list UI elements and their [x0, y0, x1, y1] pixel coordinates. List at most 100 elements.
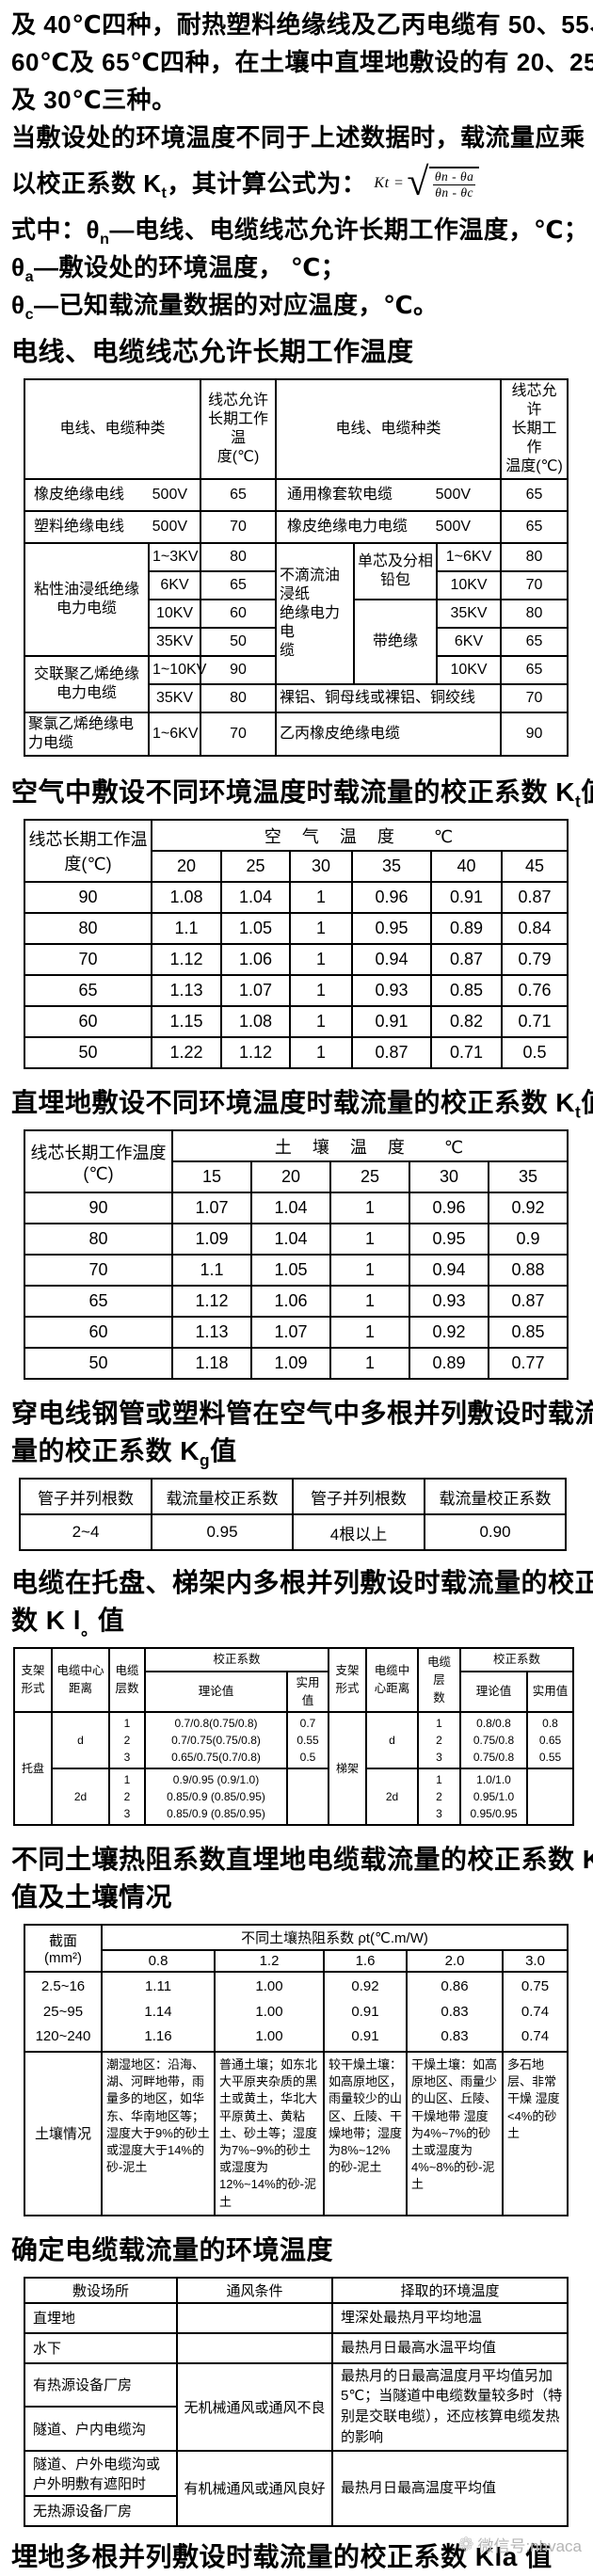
- cell: 60: [200, 599, 278, 629]
- col-header: 电缆层 数: [417, 1646, 462, 1714]
- cell: 1.09: [171, 1223, 252, 1256]
- cell: 埋深处最热月平均地温: [331, 2301, 569, 2334]
- table-row: 有热源设备厂房 无机械通风或通风不良 最热月的日最高温度月平均值另加5℃；当隧道…: [24, 2361, 569, 2452]
- cell: [285, 1768, 330, 1827]
- cell: 80: [24, 1223, 173, 1256]
- cell: 1.12: [151, 943, 222, 976]
- cell: 1.06: [220, 943, 291, 976]
- cell: 1.18: [171, 1347, 252, 1380]
- air-temp-correction-table: 线芯长期工作温 度(℃) 空 气 温 度 ℃ 20 25 30 35 40 45…: [24, 819, 569, 1069]
- cell: 35KV: [147, 627, 202, 657]
- table-row: 65 1.12 1.06 1 0.93 0.87: [24, 1285, 569, 1318]
- cell: 有机械通风或通风良好: [176, 2449, 333, 2527]
- cell: 0.96: [351, 881, 432, 914]
- cell: 1: [329, 1347, 410, 1380]
- group-header: 校正系数: [459, 1647, 575, 1672]
- table-header-row: 管子并列根数 载流量校正系数 管子并列根数 载流量校正系数: [19, 1478, 567, 1515]
- cell: 0.87: [500, 881, 569, 914]
- cell: 1: [289, 943, 353, 976]
- cell: 6KV: [436, 627, 503, 657]
- intro-line: 及 30℃三种。: [11, 86, 177, 114]
- cell: 65: [24, 974, 152, 1007]
- cell: 70: [200, 712, 278, 757]
- col-header: 30: [409, 1160, 489, 1193]
- cell: 0.91: [430, 881, 503, 914]
- table-row: 橡皮绝缘电线 500V 65 通用橡套软电缆 500V 65: [23, 478, 569, 512]
- table-row: 80 1.09 1.04 1 0.95 0.9: [24, 1223, 569, 1256]
- table-header-row: 理论值 实用值 理论值 实用值: [14, 1670, 575, 1714]
- cell: 1.22: [151, 1036, 222, 1069]
- cell: 0.95: [409, 1223, 489, 1256]
- cell: 50: [24, 1347, 173, 1380]
- cell: [526, 1768, 575, 1827]
- cell: 1.12: [220, 1036, 291, 1069]
- col-header: 实用值: [526, 1670, 575, 1714]
- cell: 80: [24, 912, 152, 945]
- table-row: 35KV 80 裸铝、铜母线或裸铝、铜绞线 70: [24, 683, 569, 713]
- cell: 潮湿地区：沿海、湖、河畔地带，雨量多的地区，如华东、华南地区等；湿度大于9%的砂…: [101, 2051, 216, 2216]
- cell: 90: [24, 881, 152, 914]
- cell: 1.13: [151, 974, 222, 1007]
- cell: 0.7/0.8(0.75/0.8) 0.7/0.75(0.75/0.8) 0.6…: [144, 1711, 288, 1770]
- section-title-conduit-correction-line2: 量的校正系数 Kg值: [11, 1436, 237, 1470]
- cell: 0.5: [500, 1036, 569, 1069]
- col-header: 载流量校正系数: [151, 1478, 294, 1515]
- cell: 80: [200, 683, 278, 713]
- section-title-thermal-resistivity-line1: 不同土壤热阻系数直埋地电缆载流量的校正系数 Ktr: [11, 1845, 593, 1875]
- cell: 1.1: [151, 912, 222, 945]
- soil-temp-correction-table: 线芯长期工作温度 (℃) 土 壤 温 度 ℃ 15 20 25 30 35 90…: [24, 1129, 569, 1380]
- cell: 35KV: [436, 599, 503, 629]
- cell: 梯架: [328, 1711, 368, 1827]
- section-title-tray-correction-line2: 数 K l。值: [11, 1606, 125, 1640]
- cell: 1: [289, 912, 353, 945]
- table-header-row: 支架 形式 电缆中心 距离 电缆 层数 校正系数 支架 形式 电缆中 心距离 电…: [13, 1646, 575, 1714]
- table-header-row: 电线、电缆种类 线芯允许 长期工作温 度(℃) 电线、电缆种类 线芯允许 长期工…: [23, 378, 569, 480]
- cell: 65: [500, 655, 569, 685]
- cell: 隧道、户内电缆沟: [24, 2406, 178, 2452]
- cell: 1 2 3: [108, 1711, 146, 1770]
- cell: 0.75 0.74 0.74: [501, 1971, 569, 2053]
- intro-line: 当敷设处的环境温度不同于上述数据时，载流量应乘: [11, 123, 585, 152]
- cell: 0.82: [430, 1005, 503, 1038]
- cell: 1.08: [220, 1005, 291, 1038]
- cell: 聚氯乙烯绝缘电力电缆: [24, 712, 150, 757]
- cell: 托盘: [13, 1711, 53, 1827]
- cell: [176, 2301, 333, 2334]
- cell: 1: [289, 1005, 353, 1038]
- group-header: 不同土壤热阻系数 ρt(℃.m/W): [100, 1924, 569, 1952]
- cell: 最热月日最高水温平均值: [331, 2331, 569, 2364]
- table-row: 土壤情况 潮湿地区：沿海、湖、河畔地带，雨量多的地区，如华东、华南地区等；湿度大…: [24, 2051, 569, 2216]
- group-header: 土 壤 温 度 ℃: [170, 1129, 569, 1162]
- cell: 乙丙橡皮绝缘电缆: [275, 712, 503, 757]
- col-header: 载流量校正系数: [424, 1478, 567, 1515]
- cell: 10KV: [436, 655, 503, 685]
- table-header-row: 线芯长期工作温度 (℃) 土 壤 温 度 ℃: [24, 1129, 569, 1193]
- cell: 普通土壤；如东北大平原夹杂质的黑土或黄土，华北大平原黄土、黄粘土、砂土等；湿度为…: [214, 2051, 325, 2216]
- cell: 1.13: [171, 1316, 252, 1349]
- section-title-air-correction: 空气中敷设不同环境温度时载流量的校正系数 Kt值: [11, 777, 593, 811]
- group-header: 空 气 温 度 ℃: [150, 819, 569, 852]
- cell: 70: [24, 1254, 173, 1287]
- col-header: 1.6: [323, 1949, 408, 1974]
- cell: 0.8/0.8 0.75/0.8 0.75/0.8: [459, 1711, 529, 1770]
- table-row: 80 1.1 1.05 1 0.95 0.89 0.84: [24, 912, 569, 945]
- kt-formula: Kt = √ θn - θa θn - θc: [374, 163, 480, 202]
- cell: 10KV: [147, 599, 202, 629]
- table-row: 水下 最热月日最高水温平均值: [24, 2331, 569, 2364]
- cell: 65: [200, 478, 278, 512]
- cell: 0.9: [487, 1223, 569, 1256]
- col-header: 25: [220, 850, 291, 883]
- definition-line: θc—已知载流量数据的对应温度，℃。: [11, 291, 439, 324]
- cell: 最热月的日最高温度月平均值另加5℃；当隧道中电缆数量较多时（特别是交联电缆），还…: [331, 2361, 569, 2452]
- cell: 橡皮绝缘电线 500V: [23, 478, 202, 512]
- cell: 1 2 3: [417, 1768, 462, 1827]
- cell: 0.7 0.55 0.5: [285, 1711, 330, 1770]
- cell: 较干燥土壤：如高原地区，雨量较少的山区、丘陵、干燥地带；湿度为8%~12%的砂-…: [323, 2051, 408, 2216]
- cell: 0.87: [487, 1285, 569, 1318]
- col-header: 35: [351, 850, 432, 883]
- cell: 1~6KV: [436, 542, 503, 572]
- conduit-correction-table: 管子并列根数 载流量校正系数 管子并列根数 载流量校正系数 2~4 0.95 4…: [19, 1478, 567, 1551]
- cell: 塑料绝缘电线 500V: [23, 510, 202, 544]
- cell: 70: [500, 570, 569, 600]
